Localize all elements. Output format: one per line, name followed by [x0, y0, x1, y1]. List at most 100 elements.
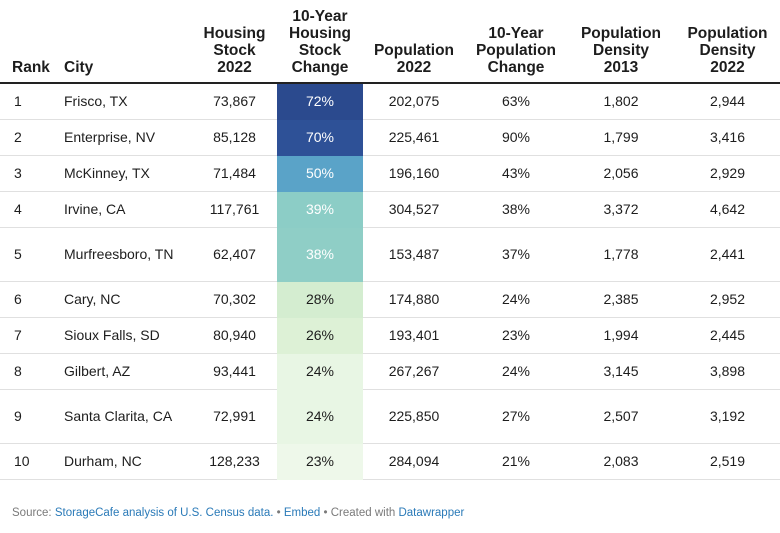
header-housing-stock-2022: Housing Stock 2022	[203, 25, 266, 76]
cell-population-change: 24%	[465, 281, 567, 318]
cell-population-change: 90%	[465, 119, 567, 156]
cell-city: Durham, NC	[64, 443, 192, 480]
cell-population-change: 38%	[465, 191, 567, 228]
cell-density-2022: 3,416	[675, 119, 780, 156]
cell-population: 304,527	[363, 191, 465, 228]
cell-population-change: 24%	[465, 353, 567, 390]
cell-housing-stock: 93,441	[192, 353, 277, 390]
cell-population-change: 27%	[465, 389, 567, 444]
cell-city: Santa Clarita, CA	[64, 389, 192, 444]
cell-density-2013: 1,994	[567, 317, 675, 354]
cell-density-2022: 2,441	[675, 227, 780, 282]
cell-rank: 4	[0, 191, 64, 228]
table-row: 8 Gilbert, AZ 93,441 24% 267,267 24% 3,145 3,89…	[0, 353, 780, 390]
cell-housing-change: 38%	[277, 227, 363, 282]
cell-city: Irvine, CA	[64, 191, 192, 228]
cell-population-change: 21%	[465, 443, 567, 480]
cell-density-2013: 3,372	[567, 191, 675, 228]
cell-rank: 6	[0, 281, 64, 318]
header-rank: Rank	[12, 59, 50, 76]
cell-city: Cary, NC	[64, 281, 192, 318]
cell-population: 225,461	[363, 119, 465, 156]
footer-source-link[interactable]: StorageCafe analysis of U.S. Census data…	[54, 507, 274, 519]
table-row: 4 Irvine, CA 117,761 39% 304,527 38% 3,372 4,64…	[0, 191, 780, 228]
cell-housing-stock: 71,484	[192, 155, 277, 192]
table-row: 7 Sioux Falls, SD 80,940 26% 193,401 23% 1,994…	[0, 317, 780, 354]
cell-housing-change: 70%	[277, 119, 363, 156]
footer-separator: •	[273, 507, 284, 519]
header-population-2022: Population 2022	[373, 42, 455, 76]
cell-density-2013: 2,083	[567, 443, 675, 480]
cell-density-2022: 4,642	[675, 191, 780, 228]
cell-density-2022: 2,929	[675, 155, 780, 192]
cell-population: 202,075	[363, 83, 465, 120]
cell-housing-change: 26%	[277, 317, 363, 354]
cell-density-2022: 2,944	[675, 83, 780, 120]
cell-density-2022: 2,519	[675, 443, 780, 480]
cell-housing-change: 50%	[277, 155, 363, 192]
cell-city: Gilbert, AZ	[64, 353, 192, 390]
cell-housing-stock: 80,940	[192, 317, 277, 354]
cell-density-2013: 2,385	[567, 281, 675, 318]
cell-rank: 5	[0, 227, 64, 282]
cell-housing-change: 39%	[277, 191, 363, 228]
table-row: 3 McKinney, TX 71,484 50% 196,160 43% 2,056 2,9…	[0, 155, 780, 192]
cell-housing-change: 23%	[277, 443, 363, 480]
cell-housing-change: 72%	[277, 83, 363, 120]
cell-density-2013: 2,056	[567, 155, 675, 192]
cell-density-2022: 3,192	[675, 389, 780, 444]
data-table: Rank City Housing Stock 2022 10-Year Housing St…	[0, 8, 780, 480]
cell-rank: 10	[0, 443, 64, 480]
cell-rank: 3	[0, 155, 64, 192]
cell-city: Murfreesboro, TN	[64, 227, 192, 282]
header-density-2022: Population Density 2022	[687, 25, 768, 76]
table-row: 5 Murfreesboro, TN 62,407 38% 153,487 37% 1,77…	[0, 227, 780, 282]
cell-population-change: 63%	[465, 83, 567, 120]
cell-rank: 9	[0, 389, 64, 444]
cell-population: 193,401	[363, 317, 465, 354]
cell-population: 267,267	[363, 353, 465, 390]
cell-housing-change: 24%	[277, 353, 363, 390]
cell-housing-stock: 70,302	[192, 281, 277, 318]
footer-created-with: • Created with	[320, 507, 399, 519]
cell-density-2013: 1,799	[567, 119, 675, 156]
cell-housing-stock: 72,991	[192, 389, 277, 444]
table-row: 6 Cary, NC 70,302 28% 174,880 24% 2,385 2,952	[0, 281, 780, 318]
cell-density-2013: 2,507	[567, 389, 675, 444]
footer: Source: StorageCafe analysis of U.S. Cen…	[12, 507, 464, 519]
table-row: 10 Durham, NC 128,233 23% 284,094 21% 2,083 2,5…	[0, 443, 780, 480]
table-row: 9 Santa Clarita, CA 72,991 24% 225,850 27% 2,5…	[0, 389, 780, 444]
cell-housing-stock: 117,761	[192, 191, 277, 228]
table-body: 1 Frisco, TX 73,867 72% 202,075 63% 1,802 2,944…	[0, 83, 780, 480]
cell-housing-change: 24%	[277, 389, 363, 444]
header-city: City	[64, 59, 94, 76]
cell-city: Frisco, TX	[64, 83, 192, 120]
cell-city: McKinney, TX	[64, 155, 192, 192]
cell-rank: 7	[0, 317, 64, 354]
cell-density-2022: 2,445	[675, 317, 780, 354]
cell-population: 284,094	[363, 443, 465, 480]
cell-rank: 1	[0, 83, 64, 120]
cell-housing-change: 28%	[277, 281, 363, 318]
cell-density-2013: 1,802	[567, 83, 675, 120]
cell-population-change: 43%	[465, 155, 567, 192]
footer-datawrapper-link[interactable]: Datawrapper	[398, 507, 465, 519]
cell-housing-stock: 128,233	[192, 443, 277, 480]
footer-embed-link[interactable]: Embed	[283, 507, 321, 519]
cell-population: 153,487	[363, 227, 465, 282]
cell-housing-stock: 85,128	[192, 119, 277, 156]
cell-density-2022: 3,898	[675, 353, 780, 390]
header-density-2013: Population Density 2013	[580, 25, 662, 76]
header-row: Rank City Housing Stock 2022 10-Year Housing St…	[0, 8, 780, 83]
table-row: 1 Frisco, TX 73,867 72% 202,075 63% 1,802 2,944	[0, 83, 780, 120]
header-population-change: 10-Year Population Change	[475, 25, 557, 76]
cell-density-2013: 3,145	[567, 353, 675, 390]
cell-housing-stock: 62,407	[192, 227, 277, 282]
cell-city: Enterprise, NV	[64, 119, 192, 156]
footer-source-label: Source:	[12, 507, 55, 519]
cell-population: 225,850	[363, 389, 465, 444]
cell-city: Sioux Falls, SD	[64, 317, 192, 354]
cell-density-2013: 1,778	[567, 227, 675, 282]
cell-population-change: 23%	[465, 317, 567, 354]
